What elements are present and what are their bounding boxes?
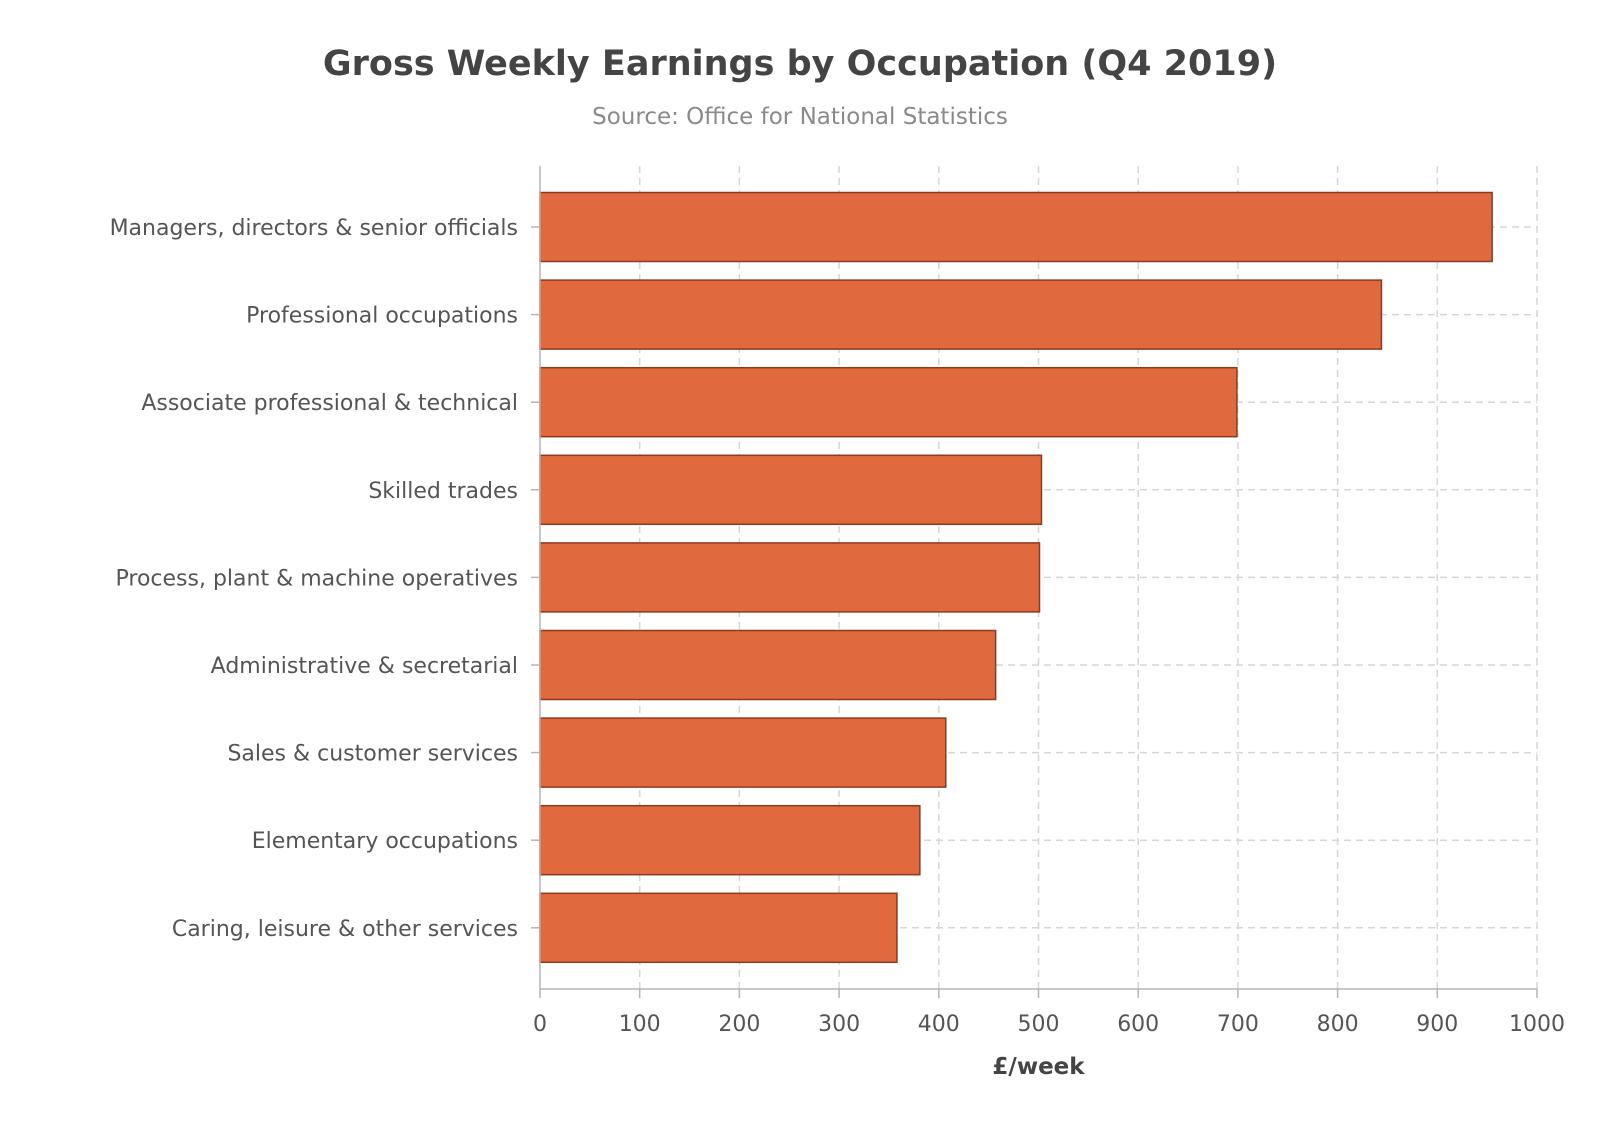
y-tick-label: Skilled trades: [368, 479, 518, 504]
x-tick-label: 1000: [1509, 1012, 1565, 1037]
bar: [539, 366, 1238, 438]
x-axis-label: £/week: [992, 1054, 1085, 1080]
y-tick-label: Process, plant & machine operatives: [116, 566, 519, 591]
x-tick-label: 400: [918, 1012, 960, 1037]
y-tick-label: Associate professional & technical: [141, 391, 518, 416]
bar: [539, 191, 1493, 263]
x-tick-label: 0: [533, 1012, 547, 1037]
x-tick-label: 900: [1416, 1012, 1458, 1037]
bar: [539, 454, 1043, 526]
y-tick-label: Sales & customer services: [227, 742, 518, 767]
bar: [539, 804, 921, 876]
x-tick-label: 100: [619, 1012, 661, 1037]
x-tick-label: 600: [1117, 1012, 1159, 1037]
y-tick-label: Managers, directors & senior officials: [110, 216, 518, 241]
chart-subtitle: Source: Office for National Statistics: [592, 104, 1008, 130]
chart-title: Gross Weekly Earnings by Occupation (Q4 …: [322, 44, 1278, 84]
bar: [539, 279, 1383, 350]
bar: [539, 629, 997, 701]
y-tick-label: Administrative & secretarial: [211, 654, 518, 679]
x-tick-label: 300: [818, 1012, 860, 1037]
bar: [539, 542, 1041, 613]
y-tick-label: Caring, leisure & other services: [172, 917, 518, 942]
y-tick-label: Professional occupations: [246, 304, 518, 329]
bar: [539, 717, 947, 788]
x-tick-label: 700: [1217, 1012, 1259, 1037]
x-tick-label: 200: [718, 1012, 760, 1037]
bar: [539, 892, 898, 964]
x-tick-label: 800: [1317, 1012, 1359, 1037]
x-tick-label: 500: [1018, 1012, 1060, 1037]
y-tick-label: Elementary occupations: [252, 829, 518, 854]
